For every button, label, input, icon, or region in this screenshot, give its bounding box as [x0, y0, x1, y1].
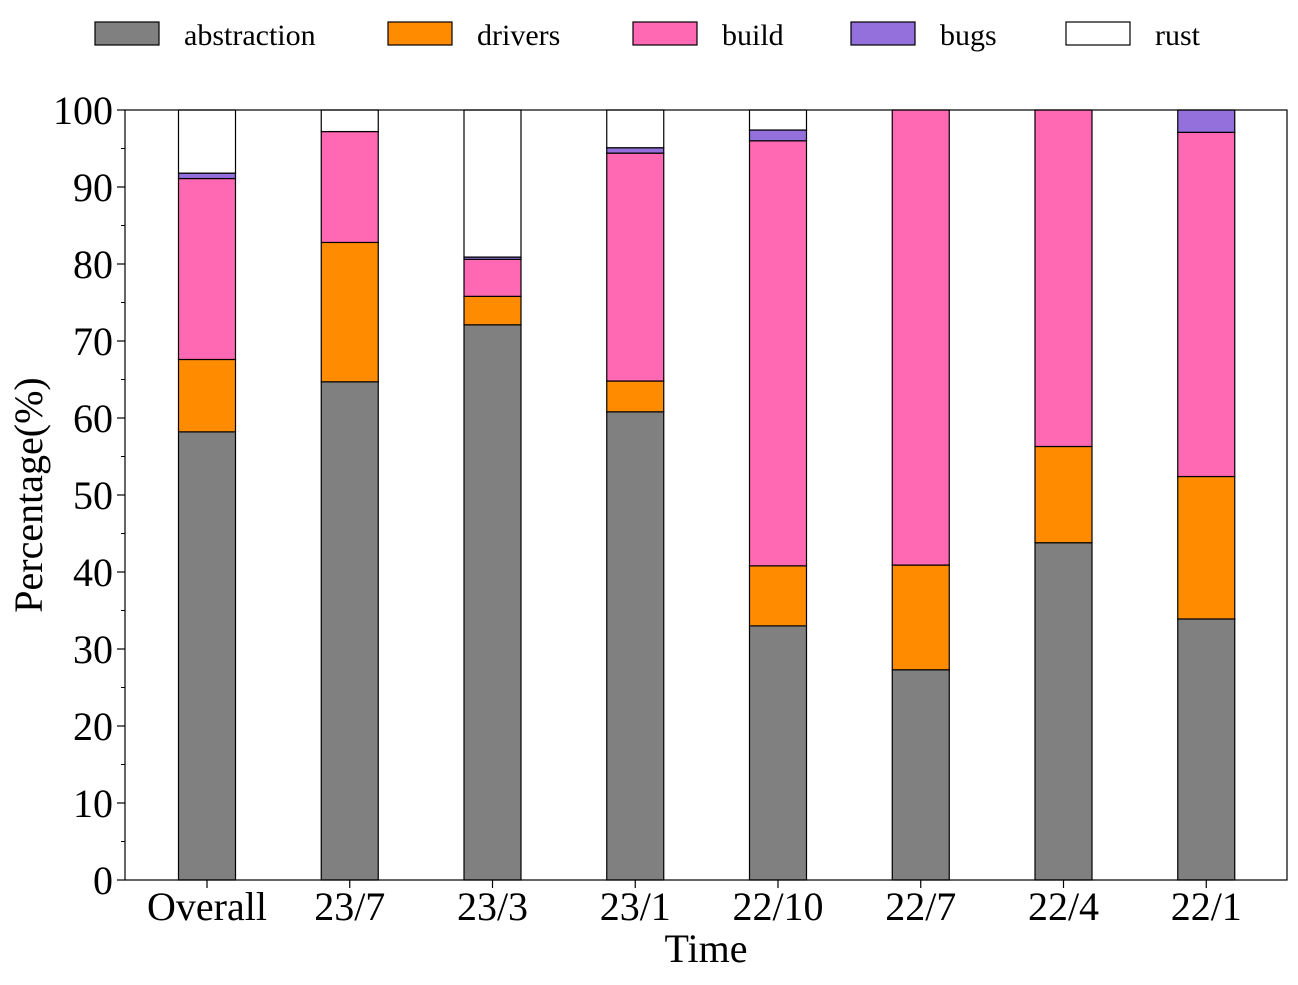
bar-abstraction-5: [891, 669, 950, 881]
bar-build-2: [463, 258, 522, 297]
legend-swatch-bugs: [850, 21, 916, 46]
bar-drivers-7: [1177, 475, 1236, 620]
y-tick-label: 20: [73, 704, 113, 749]
legend-label-build: build: [722, 19, 784, 52]
bar-build-0: [177, 177, 237, 361]
bar-build-1: [320, 130, 379, 244]
bar-abstraction-4: [748, 625, 808, 881]
bar-bugs-7: [1177, 109, 1236, 133]
x-axis-title: Time: [664, 926, 747, 971]
bar-bugs-4: [748, 129, 808, 142]
x-tick-label: 23/7: [314, 884, 385, 929]
bars: [177, 109, 1236, 881]
x-tick-label: 22/10: [732, 884, 823, 929]
bar-drivers-6: [1034, 445, 1093, 544]
legend-swatch-drivers: [387, 21, 453, 46]
bar-drivers-1: [320, 241, 379, 383]
y-tick-label: 70: [73, 319, 113, 364]
legend-swatch-build: [632, 21, 698, 46]
plot-frame: [124, 109, 1288, 881]
x-tick-label: Overall: [147, 884, 267, 929]
bar-abstraction-7: [1177, 618, 1236, 881]
y-axis-title: Percentage(%): [6, 377, 51, 612]
legend-label-rust: rust: [1155, 19, 1201, 52]
x-axis: Overall 23/7 23/3 23/1 22/10 22/7 22/4 22/1: [147, 880, 1242, 929]
y-tick-label: 0: [93, 858, 113, 903]
bar-drivers-2: [463, 295, 522, 326]
y-tick-label: 10: [73, 781, 113, 826]
bar-drivers-3: [606, 380, 665, 413]
y-tick-label: 100: [53, 88, 113, 133]
bar-rust-2: [463, 109, 522, 258]
bar-abstraction-3: [606, 411, 665, 881]
bar-drivers-4: [748, 565, 808, 627]
y-tick-label: 80: [73, 242, 113, 287]
bar-build-6: [1034, 109, 1093, 448]
bar-rust-4: [748, 109, 808, 131]
y-axis: 0 10 20 30 40 50 60 70 80 90 100: [53, 88, 125, 903]
y-tick-label: 90: [73, 165, 113, 210]
bar-bugs-0: [177, 172, 237, 180]
y-tick-label: 50: [73, 473, 113, 518]
bar-bugs-3: [606, 147, 665, 154]
legend-label-abstraction: abstraction: [184, 19, 316, 52]
x-tick-label: 22/7: [885, 884, 956, 929]
x-tick-label: 23/1: [600, 884, 671, 929]
bar-abstraction-1: [320, 381, 379, 881]
legend-swatch-abstraction: [94, 21, 160, 46]
x-tick-label: 23/3: [457, 884, 528, 929]
x-tick-label: 22/1: [1171, 884, 1242, 929]
legend-swatch-rust: [1065, 21, 1131, 46]
bar-build-5: [891, 109, 950, 566]
bar-abstraction-0: [177, 431, 237, 881]
bar-drivers-5: [891, 564, 950, 671]
x-tick-label: 22/4: [1028, 884, 1099, 929]
bar-drivers-0: [177, 358, 237, 433]
bar-rust-3: [606, 109, 665, 149]
legend: abstraction drivers build bugs rust: [94, 19, 1201, 52]
y-tick-label: 60: [73, 396, 113, 441]
bar-build-4: [748, 140, 808, 567]
bar-build-3: [606, 152, 665, 382]
bar-abstraction-2: [463, 324, 522, 881]
bar-rust-1: [320, 109, 379, 133]
y-tick-label: 40: [73, 550, 113, 595]
legend-label-drivers: drivers: [477, 19, 560, 52]
y-tick-label: 30: [73, 627, 113, 672]
bar-rust-0: [177, 109, 237, 174]
bar-abstraction-6: [1034, 542, 1093, 881]
legend-label-bugs: bugs: [940, 19, 997, 52]
bar-build-7: [1177, 131, 1236, 478]
